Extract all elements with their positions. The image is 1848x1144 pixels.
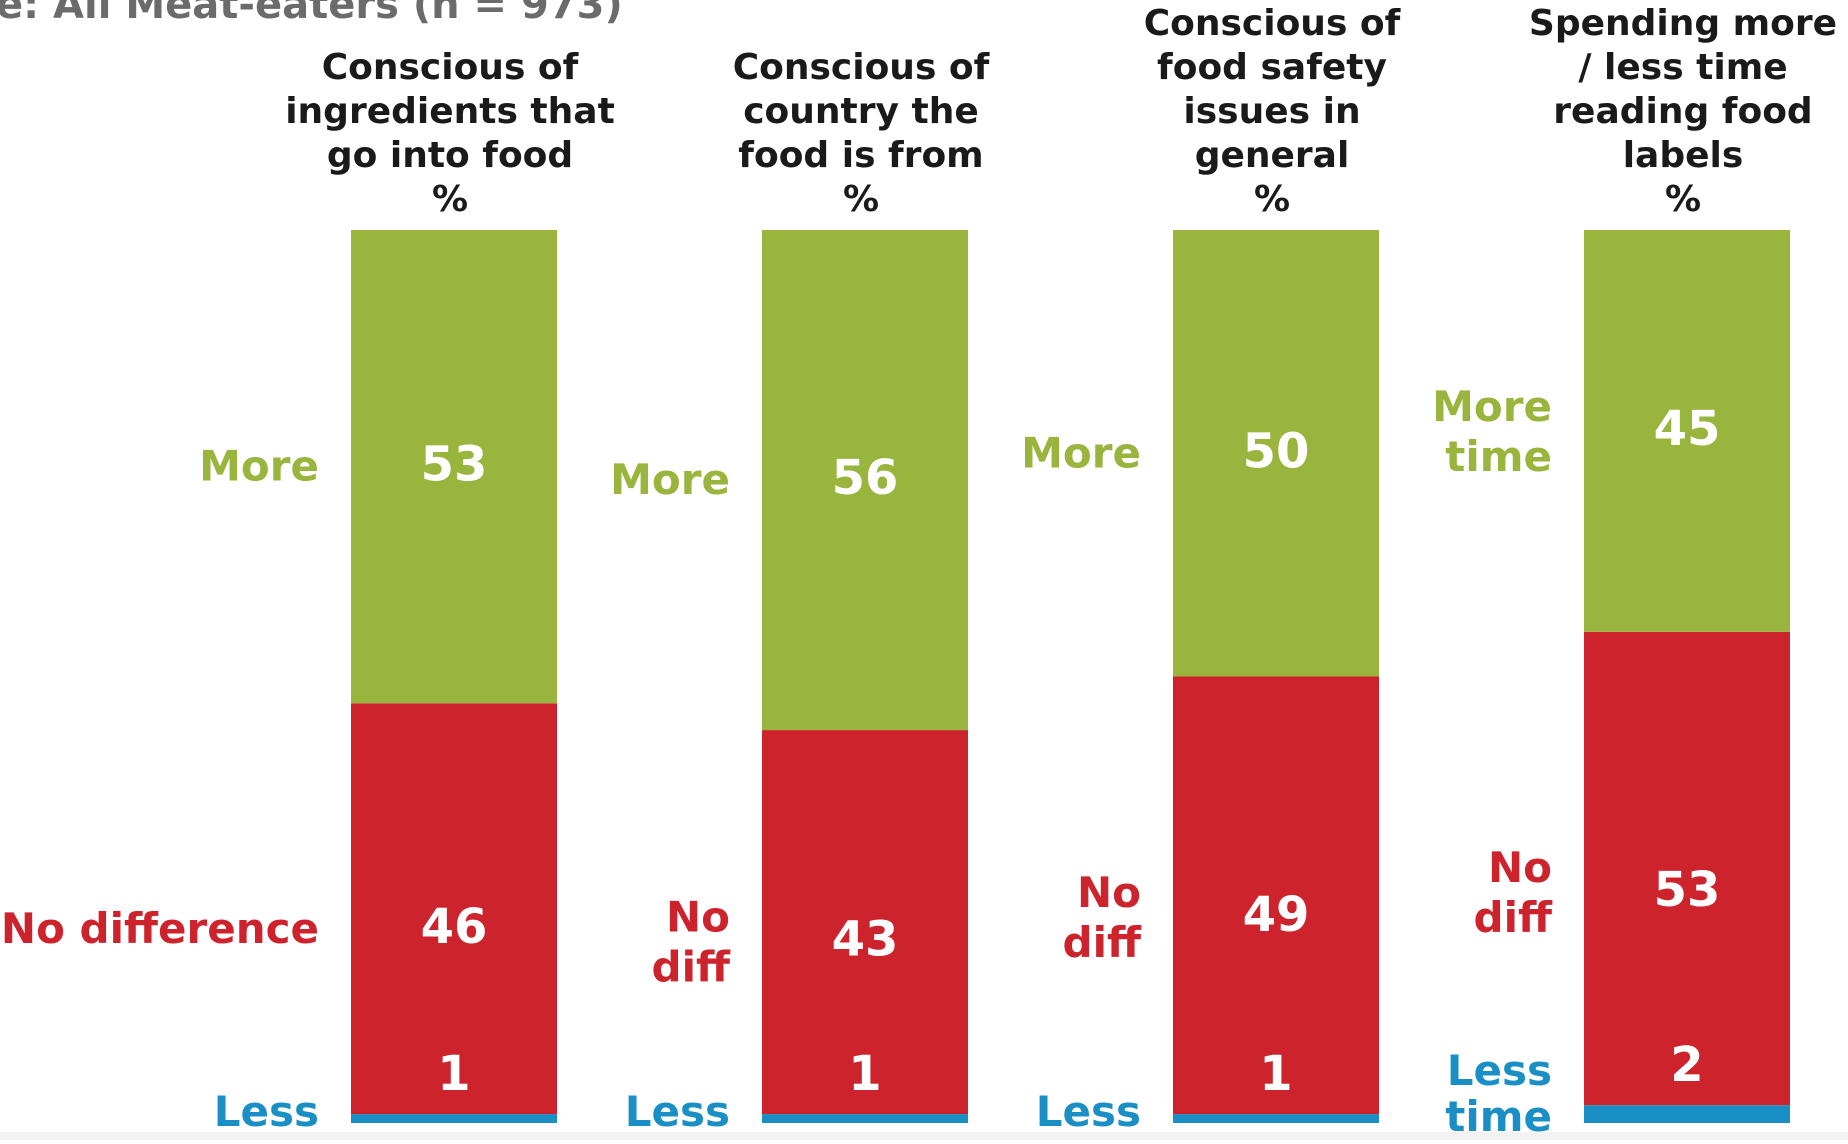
- column-heading-line: labels: [1623, 135, 1744, 176]
- column-heading-line: general: [1195, 135, 1350, 176]
- series-label-more-line: More: [1432, 382, 1552, 431]
- series-label-more-line: More: [1021, 428, 1141, 477]
- bar-segment-no-difference: [1584, 631, 1790, 1106]
- column-heading-line: issues in: [1183, 91, 1360, 132]
- bar-segment-less: [351, 1114, 557, 1123]
- series-label-more: More: [610, 455, 730, 504]
- series-label-no-difference-line: No: [666, 892, 730, 941]
- series-label-more-line: More: [610, 455, 730, 504]
- bar-segment-less: [762, 1114, 968, 1123]
- bottom-edge: [0, 1132, 1848, 1140]
- column-heading-line: Conscious of: [1144, 3, 1401, 44]
- series-label-less: Less: [1036, 1087, 1141, 1136]
- series-label-more-line: More: [199, 442, 319, 491]
- bar-segment-no-difference: [1173, 676, 1379, 1115]
- series-label-less-line: Less: [1447, 1046, 1552, 1095]
- column-heading-line: Conscious of: [733, 47, 990, 88]
- bar-segment-more: [351, 230, 557, 704]
- series-label-no-difference: No difference: [1, 904, 319, 953]
- series-label-no-difference-line: diff: [1063, 918, 1142, 967]
- value-label-no-difference: 43: [832, 911, 899, 967]
- column-heading-line: food safety: [1157, 47, 1387, 88]
- series-label-more: More: [199, 442, 319, 491]
- value-label-more: 56: [832, 450, 899, 506]
- value-label-less: 1: [1259, 1046, 1292, 1102]
- value-label-no-difference: 49: [1243, 887, 1310, 943]
- series-label-less-line: Less: [214, 1087, 319, 1136]
- column-heading-line: country the: [743, 91, 979, 132]
- series-label-less-line: Less: [1036, 1087, 1141, 1136]
- column-heading-line: / less time: [1578, 47, 1787, 88]
- column-heading-line: Conscious of: [322, 47, 579, 88]
- series-label-no-difference-line: diff: [1474, 893, 1553, 942]
- series-label-no-difference-line: diff: [652, 942, 731, 991]
- bar-segment-more: [1584, 230, 1790, 632]
- series-label-less: Less: [214, 1087, 319, 1136]
- series-label-more-line: time: [1445, 432, 1552, 481]
- column-heading-line: Spending more: [1529, 3, 1837, 44]
- value-label-less: 1: [848, 1046, 881, 1102]
- value-label-no-difference: 53: [1654, 862, 1721, 918]
- series-label-no-difference-line: No: [1077, 868, 1141, 917]
- value-label-more: 50: [1243, 423, 1310, 479]
- column-heading-line: reading food: [1553, 91, 1812, 132]
- value-label-more: 53: [421, 437, 488, 493]
- column-heading-line: food is from: [738, 135, 983, 176]
- bar-segment-less: [1173, 1114, 1379, 1123]
- bars-layer: [351, 230, 1790, 1123]
- value-label-less: 1: [437, 1046, 470, 1102]
- series-label-more: More: [1021, 428, 1141, 477]
- column-heading-line: %: [1665, 179, 1701, 220]
- bar-segment-no-difference: [762, 730, 968, 1115]
- chart-subtitle: e: All Meat-eaters (n = 973): [0, 0, 623, 28]
- column-heading-line: %: [1254, 179, 1290, 220]
- value-label-less: 2: [1670, 1037, 1703, 1093]
- value-label-more: 45: [1654, 401, 1721, 457]
- bar-segment-more: [762, 230, 968, 731]
- column-heading-line: go into food: [327, 135, 573, 176]
- column-heading-line: %: [843, 179, 879, 220]
- series-label-no-difference-line: No difference: [1, 904, 319, 953]
- bar-segment-no-difference: [351, 703, 557, 1115]
- column-heading-line: %: [432, 179, 468, 220]
- value-label-no-difference: 46: [421, 899, 488, 955]
- bar-segment-more: [1173, 230, 1379, 677]
- series-label-no-difference-line: No: [1488, 843, 1552, 892]
- column-heading-line: ingredients that: [285, 91, 615, 132]
- bar-segment-less: [1584, 1105, 1790, 1123]
- series-label-less: Less: [625, 1087, 730, 1136]
- series-label-less-line: Less: [625, 1087, 730, 1136]
